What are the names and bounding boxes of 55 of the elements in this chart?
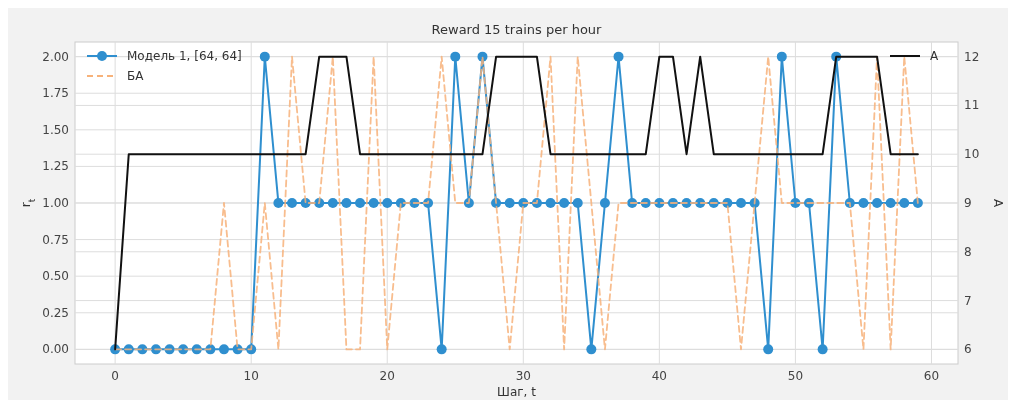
point <box>559 198 570 208</box>
x-tick-label: 10 <box>243 369 259 383</box>
y2-tick-label: 6 <box>964 342 972 357</box>
x-tick-label: 20 <box>379 369 395 383</box>
point <box>735 198 746 208</box>
y2-tick-label: 8 <box>964 244 972 259</box>
point <box>599 198 610 208</box>
y2-axis-title: A <box>991 198 1005 208</box>
legend-label: БА <box>127 69 145 83</box>
point <box>382 198 393 208</box>
y-tick-label: 1.00 <box>42 196 69 210</box>
point <box>341 198 352 208</box>
point <box>776 51 787 62</box>
y-tick-label: 0.25 <box>42 305 69 320</box>
chart-title: Reward 15 trains per hour <box>431 22 603 37</box>
point <box>259 51 270 62</box>
point <box>436 344 447 355</box>
y2-tick-label: 12 <box>964 49 980 64</box>
x-tick-label: 40 <box>651 369 667 383</box>
legend-label: Модель 1, [64, 64] <box>127 49 242 63</box>
x-tick-label: 60 <box>923 369 940 383</box>
legend-label: A <box>930 49 939 63</box>
point <box>355 198 366 208</box>
point <box>858 198 869 208</box>
y2-tick-label: 7 <box>964 293 972 308</box>
point <box>218 344 229 355</box>
point <box>586 344 597 355</box>
point <box>545 198 556 208</box>
y2-tick-label: 11 <box>964 98 980 113</box>
point <box>504 198 515 208</box>
point <box>287 198 298 208</box>
point <box>885 198 896 208</box>
x-tick-label: 0 <box>111 369 119 383</box>
point <box>763 344 774 355</box>
point <box>450 51 461 62</box>
x-tick-label: 30 <box>515 369 531 383</box>
y-tick-label: 1.75 <box>42 86 69 101</box>
point <box>572 198 583 208</box>
point <box>613 51 624 62</box>
y-tick-label: 2.00 <box>42 49 69 64</box>
x-tick-label: 50 <box>787 369 804 383</box>
y2-tick-label: 9 <box>964 196 972 210</box>
y2-tick-label: 10 <box>964 147 980 162</box>
point <box>327 198 338 208</box>
y-tick-label: 0.75 <box>42 232 69 247</box>
point <box>273 198 284 208</box>
y-tick-label: 0.50 <box>42 269 69 284</box>
y-tick-label: 1.50 <box>42 122 69 137</box>
point <box>368 198 379 208</box>
y-tick-label: 1.25 <box>42 159 69 174</box>
point <box>899 198 910 208</box>
point <box>872 198 883 208</box>
x-axis-title: Шаг, t <box>497 385 537 399</box>
point <box>817 344 828 355</box>
y-tick-label: 0.00 <box>42 342 69 357</box>
